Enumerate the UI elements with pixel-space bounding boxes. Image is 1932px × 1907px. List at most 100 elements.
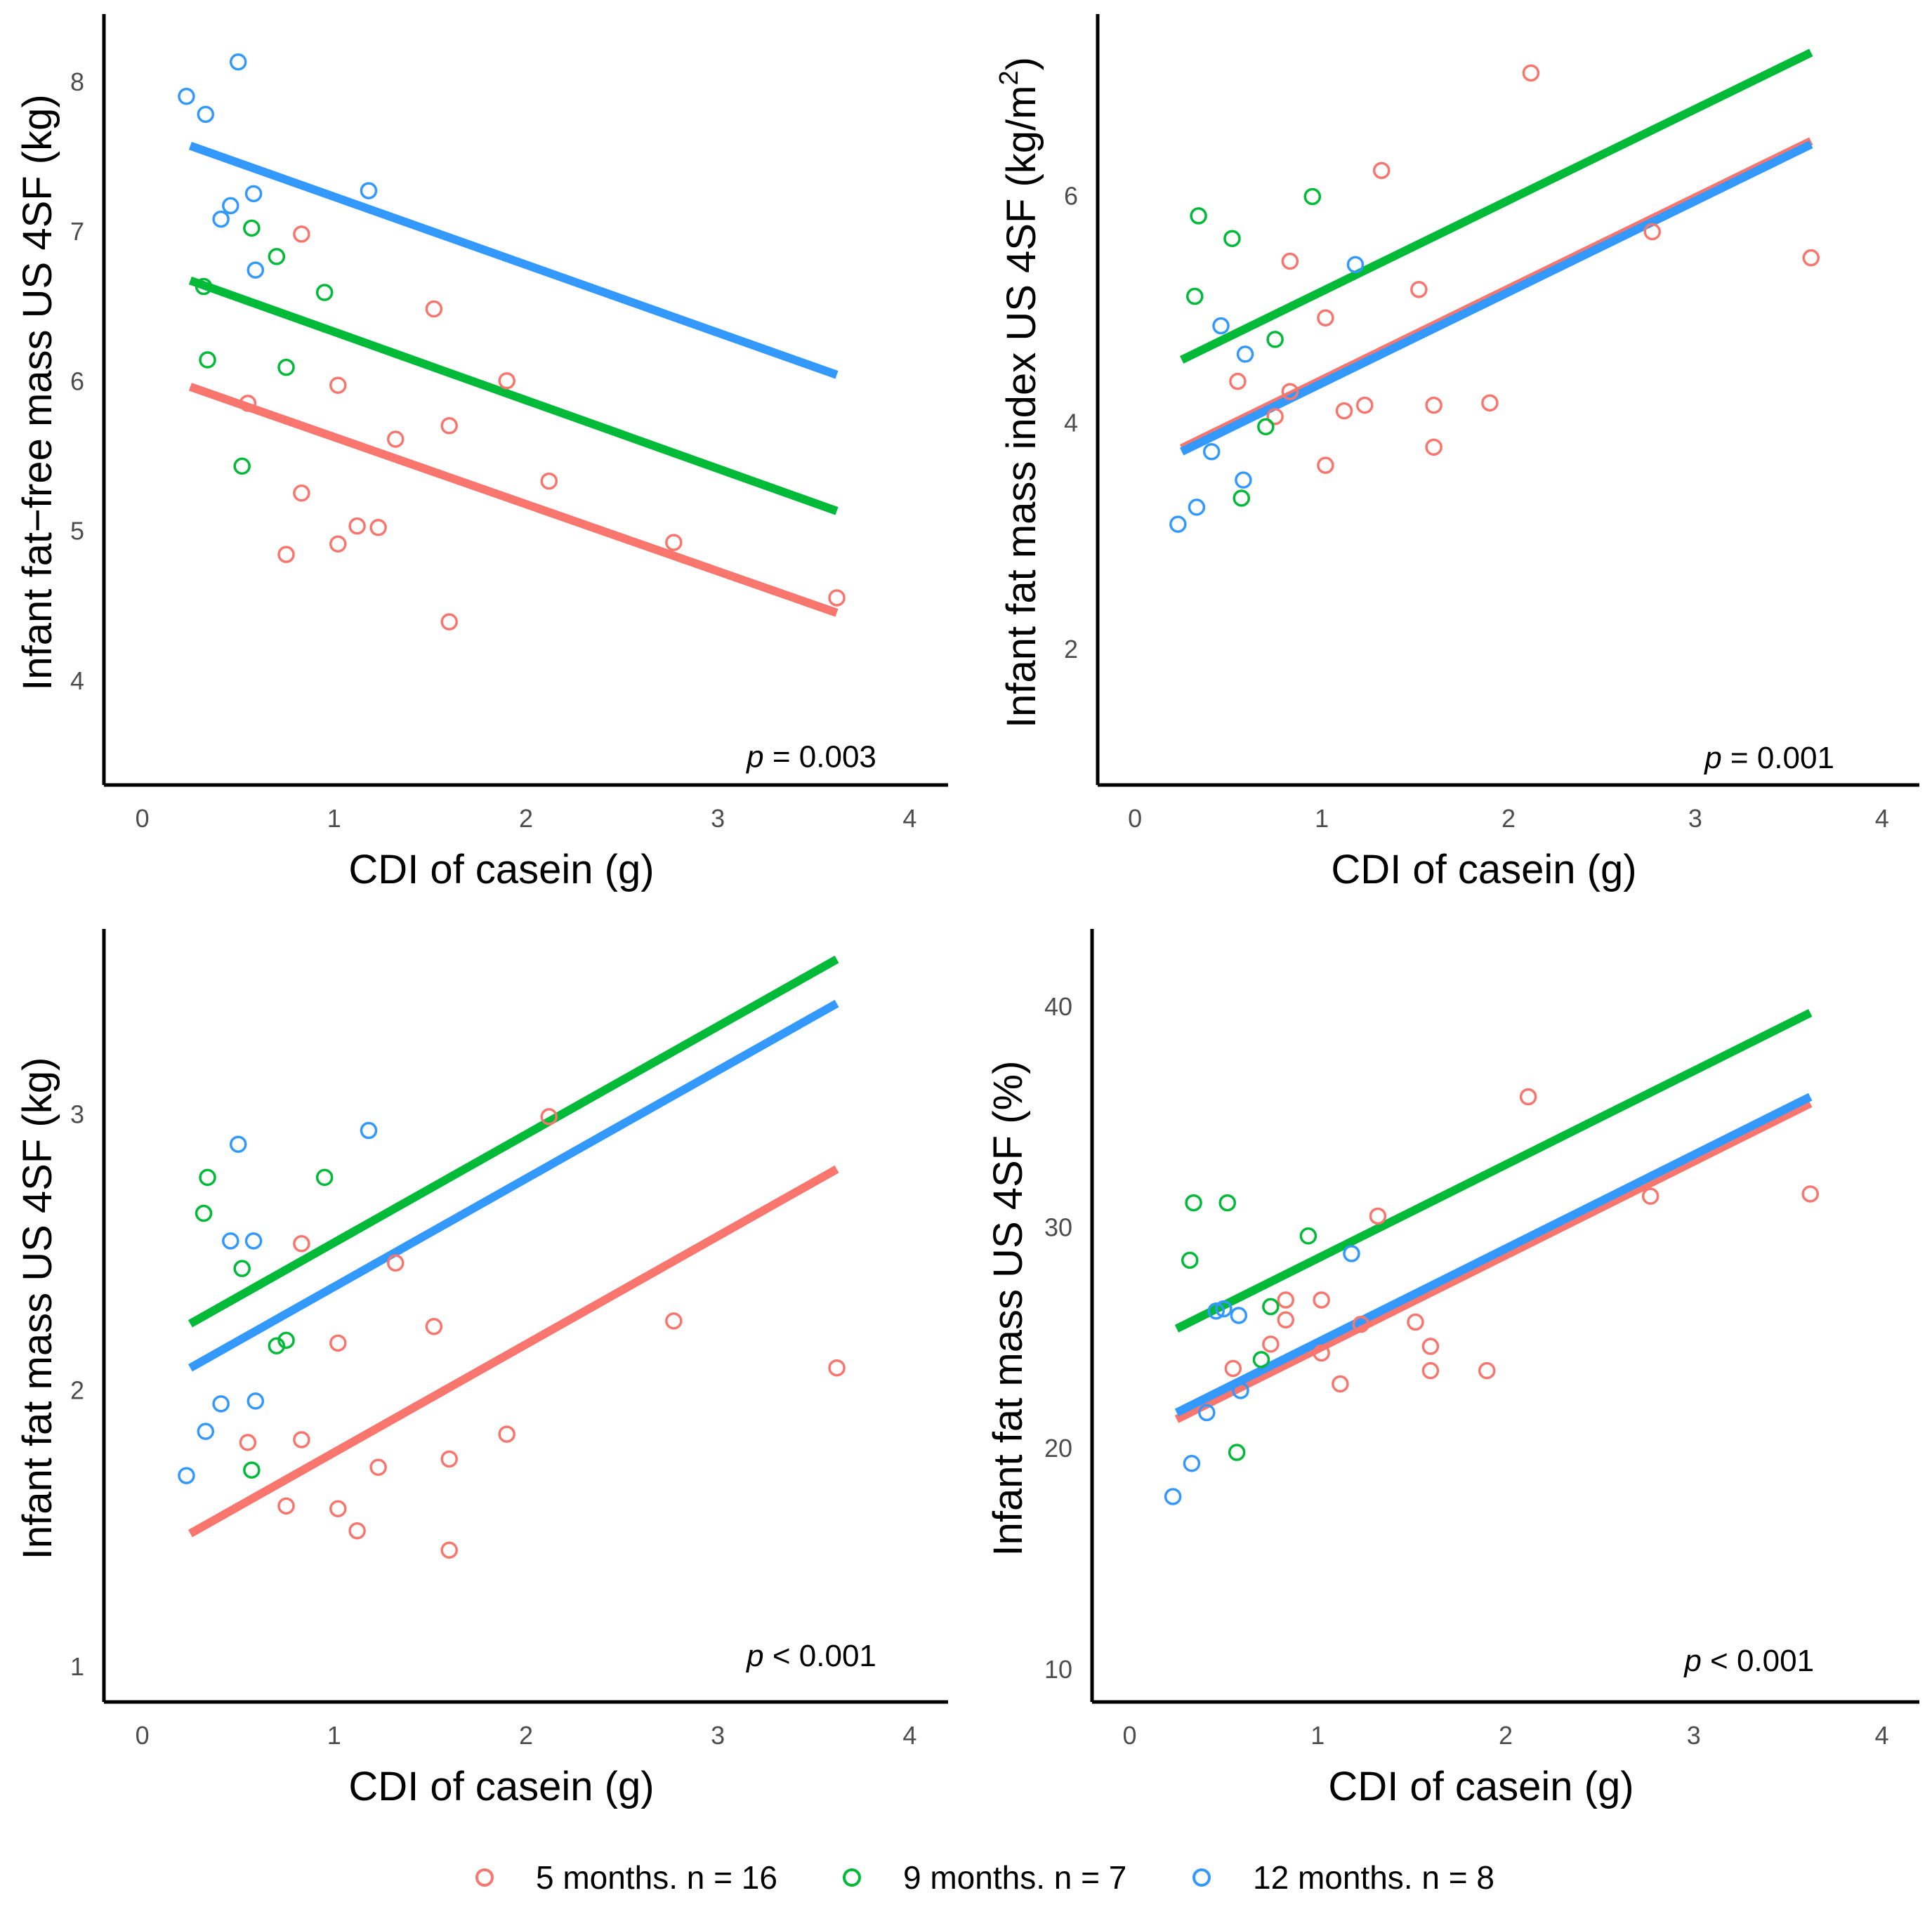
data-point-5-months — [1313, 1344, 1330, 1362]
data-point-5-months — [540, 472, 558, 490]
data-point-9-months — [1228, 1444, 1246, 1461]
data-point-5-months — [1481, 394, 1499, 412]
y-tick-label: 3 — [70, 1100, 84, 1128]
fit-line-9-months — [188, 276, 839, 515]
data-point-12-months — [222, 1232, 239, 1250]
data-point-5-months — [1352, 1315, 1370, 1333]
data-point-12-months — [360, 1121, 378, 1140]
data-point-5-months — [1224, 1359, 1242, 1378]
x-axis-title: CDI of casein (g) — [348, 1764, 654, 1809]
data-point-5-months — [329, 376, 347, 394]
y-axis-title: Infant fat mass US 4SF (kg) — [15, 1057, 60, 1560]
x-tick-label: 0 — [136, 1721, 150, 1750]
y-tick-label: 1 — [70, 1652, 84, 1681]
plot-panel-2: 0 1 2 3 4 2 4 6 CDI of casein (g) Infant fat mass… — [994, 14, 1919, 892]
data-point-9-months — [315, 1168, 334, 1187]
data-point-5-months — [293, 225, 310, 243]
legend: 5 months. n = 16 9 months. n = 7 12 mont… — [475, 1859, 1494, 1896]
y-tick-label: 40 — [1044, 992, 1072, 1021]
data-point-9-months — [1190, 207, 1207, 225]
legend-label-5-months: 5 months. n = 16 — [536, 1859, 777, 1896]
data-point-12-months — [197, 1423, 215, 1440]
data-point-5-months — [665, 1312, 683, 1330]
data-point-9-months — [1181, 1251, 1199, 1269]
data-point-9-months — [195, 1204, 213, 1222]
data-point-12-months — [247, 1392, 265, 1410]
data-point-12-months — [229, 53, 247, 71]
data-point-5-months — [386, 1254, 405, 1272]
data-point-5-months — [348, 1522, 366, 1540]
x-tick-label: 4 — [902, 1721, 916, 1750]
data-point-5-months — [1281, 252, 1299, 270]
data-point-5-months — [1802, 249, 1820, 267]
data-point-5-months — [329, 1334, 347, 1352]
plot-panel-4: 0 1 2 3 4 10 20 30 40 CDI of casein (g) Infant fat… — [985, 929, 1919, 1809]
x-tick-label: 1 — [327, 804, 341, 833]
data-point-12-months — [212, 210, 230, 228]
fit-line-9-months — [1174, 1009, 1813, 1333]
data-point-5-months — [1356, 396, 1374, 414]
x-tick-label: 2 — [519, 1721, 533, 1750]
data-point-12-months — [229, 1135, 247, 1153]
data-point-12-months — [222, 197, 239, 215]
fit-line-12-months — [188, 999, 839, 1372]
x-tick-label: 4 — [1874, 1721, 1888, 1750]
data-point-5-months — [1421, 1338, 1440, 1355]
fit-line-5-months — [188, 1165, 839, 1538]
data-point-5-months — [1522, 64, 1540, 82]
data-point-12-months — [1232, 1382, 1249, 1399]
data-point-12-months — [178, 1467, 195, 1484]
x-tick-label: 4 — [1875, 804, 1889, 833]
data-point-9-months — [277, 358, 295, 376]
data-point-5-months — [277, 546, 295, 563]
data-point-5-months — [665, 534, 683, 551]
y-tick-label: 10 — [1044, 1655, 1072, 1684]
data-point-5-months — [1425, 396, 1443, 414]
x-tick-label: 3 — [1688, 804, 1702, 833]
plot-panel-3: 0 1 2 3 4 1 2 3 CDI of casein (g) Infant fat mass… — [15, 929, 948, 1809]
y-tick-label: 7 — [70, 217, 84, 246]
data-point-9-months — [1266, 331, 1284, 348]
x-axis-title: CDI of casein (g) — [348, 847, 654, 892]
legend-marker-5-months — [475, 1868, 494, 1887]
data-point-12-months — [1212, 317, 1230, 335]
data-point-5-months — [1317, 456, 1334, 474]
fit-line-12-months — [1180, 140, 1813, 456]
x-axis-title: CDI of casein (g) — [1328, 1764, 1634, 1809]
fit-line-5-months — [188, 383, 839, 617]
data-point-5-months — [425, 300, 443, 318]
data-point-9-months — [1303, 187, 1322, 206]
data-point-5-months — [1372, 161, 1391, 180]
data-point-9-months — [268, 248, 286, 265]
data-point-9-months — [1257, 418, 1275, 436]
y-axis-title: Infant fat mass US 4SF (%) — [985, 1061, 1031, 1557]
data-point-12-months — [244, 1232, 263, 1250]
data-point-5-months — [239, 1434, 257, 1451]
data-point-5-months — [1317, 309, 1334, 326]
data-point-9-months — [1186, 287, 1204, 305]
p-value-annotation: p < 0.001 — [1683, 1644, 1814, 1678]
fit-line-5-months — [1174, 1100, 1813, 1423]
data-point-5-months — [498, 372, 515, 390]
y-tick-label: 20 — [1044, 1434, 1072, 1463]
data-point-5-months — [425, 1317, 443, 1335]
data-point-12-months — [1207, 1302, 1225, 1320]
data-point-5-months — [1369, 1207, 1387, 1225]
data-point-9-months — [268, 1337, 286, 1355]
y-tick-label: 2 — [70, 1376, 84, 1405]
data-point-12-months — [360, 182, 378, 199]
x-tick-label: 4 — [902, 804, 916, 833]
data-point-5-months — [386, 430, 405, 448]
data-point-5-months — [1266, 407, 1284, 425]
x-axis-title: CDI of casein (g) — [1331, 847, 1636, 892]
y-tick-label: 5 — [70, 517, 84, 546]
y-axis-title: Infant fat−free mass US 4SF (kg) — [15, 94, 60, 690]
data-point-5-months — [440, 1541, 458, 1559]
p-value-annotation: p = 0.001 — [1703, 741, 1834, 775]
data-point-12-months — [1343, 1245, 1360, 1262]
data-point-9-months — [1299, 1227, 1317, 1245]
data-point-12-months — [212, 1395, 230, 1413]
plot-panels: 0 1 2 3 4 4 5 6 7 8 CDI of casein (g) Infant fat−fr… — [15, 14, 1919, 1809]
data-point-12-months — [1346, 256, 1365, 274]
